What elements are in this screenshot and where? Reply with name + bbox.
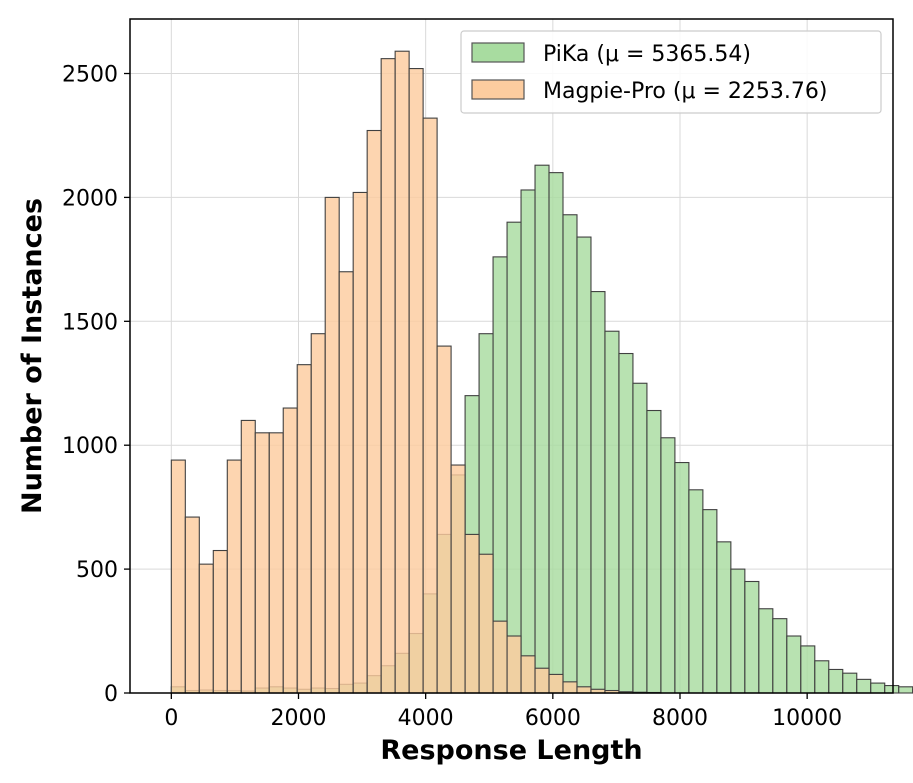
bar-pika: [590, 291, 606, 694]
bar-magpie-pro: [226, 459, 242, 694]
bar-magpie-pro: [338, 271, 354, 694]
bar-pika: [758, 608, 774, 694]
bar-pika: [506, 221, 522, 694]
y-tick-label: 2000: [62, 186, 118, 211]
bar-pika: [800, 645, 816, 694]
legend-swatch-magpie-pro: [471, 79, 525, 100]
bar-pika: [744, 580, 760, 694]
bar-magpie-pro: [548, 673, 564, 694]
plot-area-frame: [129, 18, 894, 694]
bar-pika: [632, 382, 648, 694]
bar-pika: [786, 635, 802, 694]
bar-pika: [702, 509, 718, 694]
legend-label-magpie-pro: Magpie-Pro (μ = 2253.76): [543, 79, 827, 104]
x-tick-label: 0: [164, 706, 178, 731]
bar-magpie-pro: [170, 459, 186, 694]
bar-pika: [870, 682, 886, 694]
bar-magpie-pro: [282, 407, 298, 694]
legend: PiKa (μ = 5365.54) Magpie-Pro (μ = 2253.…: [460, 30, 882, 114]
x-tick-label: 4000: [398, 706, 454, 731]
bar-pika: [898, 686, 913, 694]
y-tick-label: 1000: [62, 434, 118, 459]
y-tick-label: 0: [104, 682, 118, 707]
bar-magpie-pro: [422, 117, 438, 694]
y-tick-label: 500: [76, 558, 118, 583]
legend-swatch-pika: [471, 42, 525, 63]
bar-magpie-pro: [324, 196, 340, 694]
axis-ticks: 0 2000 4000 6000 8000 10000 0 500 1000 1500 2000 25…: [62, 63, 842, 731]
bar-magpie-pro: [366, 129, 382, 694]
bar-pika: [884, 685, 900, 694]
legend-box: [460, 30, 882, 114]
bar-magpie-pro: [450, 464, 466, 694]
x-tick-label: 10000: [772, 706, 842, 731]
bar-magpie-pro: [310, 333, 326, 694]
bar-magpie-pro: [464, 533, 480, 694]
bar-magpie-pro: [296, 364, 312, 694]
x-tick-label: 2000: [270, 706, 326, 731]
bar-magpie-pro: [184, 516, 200, 694]
histogram-bars: [170, 50, 913, 694]
bar-pika: [842, 672, 858, 694]
bar-pika: [618, 352, 634, 694]
x-tick-label: 8000: [652, 706, 708, 731]
bar-magpie-pro: [492, 620, 508, 694]
bar-pika: [548, 172, 564, 694]
bar-magpie-pro: [408, 68, 424, 694]
bar-pika: [646, 409, 662, 694]
bar-magpie-pro: [436, 345, 452, 694]
bar-pika: [856, 678, 872, 694]
bar-pika: [772, 618, 788, 694]
bar-pika: [828, 668, 844, 694]
bar-magpie-pro: [240, 419, 256, 694]
legend-label-pika: PiKa (μ = 5365.54): [543, 42, 751, 67]
y-axis-title: Number of Instances: [17, 198, 48, 514]
bar-magpie-pro: [352, 191, 368, 694]
x-axis-title: Response Length: [380, 735, 642, 766]
bar-magpie-pro: [562, 681, 578, 694]
series-magpie-pro: [170, 50, 662, 694]
bar-magpie-pro: [506, 635, 522, 694]
bar-magpie-pro: [268, 432, 284, 694]
x-tick-label: 6000: [525, 706, 581, 731]
bar-magpie-pro: [478, 553, 494, 694]
y-tick-label: 1500: [62, 310, 118, 335]
bar-magpie-pro: [254, 432, 270, 694]
bar-magpie-pro: [380, 58, 396, 694]
bar-magpie-pro: [394, 50, 410, 694]
bar-magpie-pro: [520, 655, 536, 694]
bar-pika: [730, 568, 746, 694]
bar-pika: [674, 462, 690, 694]
bar-pika: [520, 189, 536, 694]
bar-pika: [534, 164, 550, 694]
bar-pika: [814, 660, 830, 694]
bar-magpie-pro: [198, 563, 214, 694]
bar-magpie-pro: [534, 667, 550, 694]
bar-magpie-pro: [576, 686, 592, 694]
bar-magpie-pro: [212, 549, 228, 694]
bar-pika: [576, 236, 592, 694]
bar-pika: [604, 330, 620, 694]
bar-pika: [562, 214, 578, 694]
bar-pika: [716, 541, 732, 694]
bar-pika: [688, 489, 704, 694]
y-tick-label: 2500: [62, 63, 118, 88]
bar-pika: [660, 437, 676, 694]
